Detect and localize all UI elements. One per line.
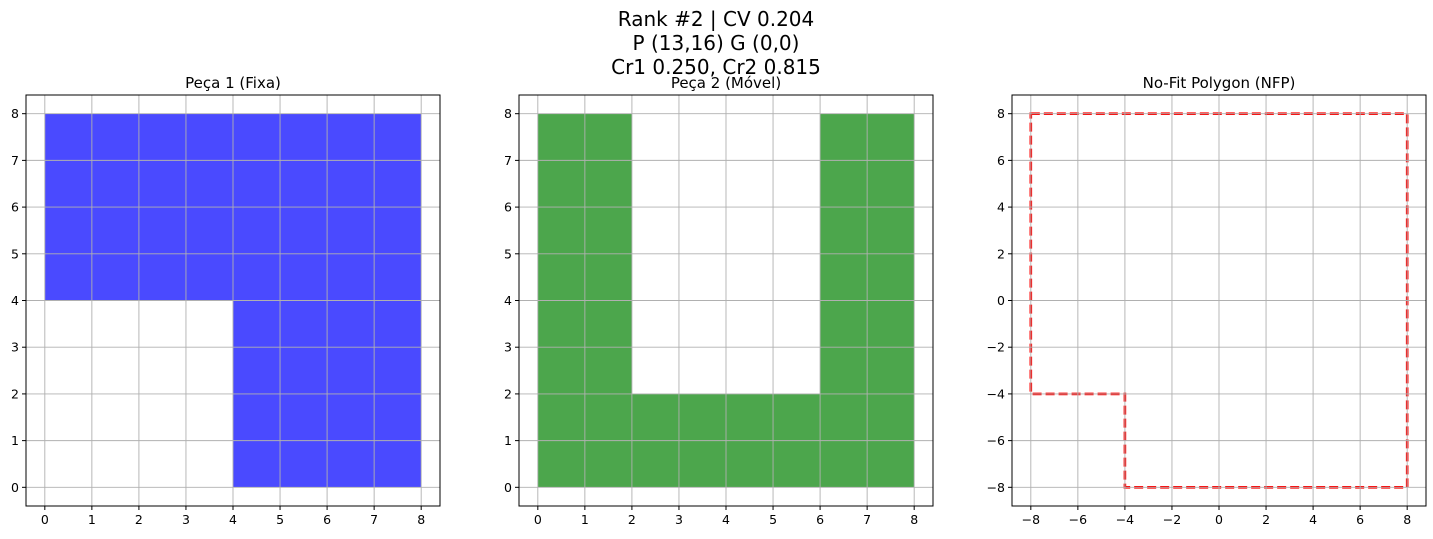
figure-suptitle-line-3: Cr1 0.250, Cr2 0.815 (611, 55, 821, 79)
piece-1-ytick-label-8: 8 (11, 106, 19, 121)
piece-2-ytick-label-5: 5 (504, 246, 512, 261)
nfp-ytick-label-8: 8 (997, 106, 1005, 121)
piece-2-xtick-label-1: 1 (581, 512, 589, 527)
subplot-piece-1: 0 1 2 3 4 5 6 7 8 0 1 2 3 4 5 6 7 8 Peça 1 (Fixa) (11, 74, 441, 527)
piece-2-xtick-label-2: 2 (628, 512, 636, 527)
piece-1-ytick-label-2: 2 (11, 386, 19, 401)
piece-2-xtick-label-5: 5 (769, 512, 777, 527)
piece-1-xtick-label-7: 7 (370, 512, 378, 527)
nfp-xtick-label-8: 8 (1403, 512, 1411, 527)
piece-1-xtick-label-4: 4 (229, 512, 237, 527)
piece-1-xtick-label-2: 2 (135, 512, 143, 527)
piece-2-ytick-label-4: 4 (504, 293, 512, 308)
piece-2-xtick-label-7: 7 (863, 512, 871, 527)
piece-1-xtick-label-6: 6 (323, 512, 331, 527)
subplot-nfp: −8 −6 −4 −2 0 2 4 6 8 −8 −6 −4 −2 0 2 4 6 8 No-Fit Polygon… (987, 74, 1427, 527)
piece-2-ytick-label-7: 7 (504, 153, 512, 168)
nfp-xtick-label--2: −2 (1163, 512, 1181, 527)
piece-2-ytick-label-8: 8 (504, 106, 512, 121)
piece-2-ytick-label-2: 2 (504, 386, 512, 401)
nfp-ytick-label-0: 0 (997, 293, 1005, 308)
piece-2-ytick-label-3: 3 (504, 340, 512, 355)
nfp-ytick-label-2: 2 (997, 246, 1005, 261)
piece-1-ytick-label-1: 1 (11, 433, 19, 448)
nfp-ytick-label-4: 4 (997, 200, 1005, 215)
piece-1-title: Peça 1 (Fixa) (185, 74, 281, 92)
piece-1-xtick-label-0: 0 (41, 512, 49, 527)
nfp-xtick-label--6: −6 (1069, 512, 1087, 527)
nfp-xtick-label--8: −8 (1022, 512, 1040, 527)
nfp-xtick-label-6: 6 (1356, 512, 1364, 527)
piece-2-xtick-label-0: 0 (534, 512, 542, 527)
piece-1-xtick-label-1: 1 (88, 512, 96, 527)
piece-2-title: Peça 2 (Móvel) (671, 74, 781, 92)
piece-2-ytick-label-6: 6 (504, 200, 512, 215)
piece-2-ytick-label-0: 0 (504, 480, 512, 495)
piece-2-xtick-label-4: 4 (722, 512, 730, 527)
nfp-ytick-label-6: 6 (997, 153, 1005, 168)
piece-1-ytick-label-3: 3 (11, 340, 19, 355)
subplot-piece-2: 0 1 2 3 4 5 6 7 8 0 1 2 3 4 5 6 7 8 Peça 2 (Móvel) (504, 74, 934, 527)
piece-2-ytick-label-1: 1 (504, 433, 512, 448)
piece-2-xtick-label-8: 8 (910, 512, 918, 527)
figure-suptitle-line-2: P (13,16) G (0,0) (633, 31, 800, 55)
piece-2-xtick-label-3: 3 (675, 512, 683, 527)
piece-1-xtick-label-8: 8 (417, 512, 425, 527)
piece-1-ytick-label-6: 6 (11, 200, 19, 215)
piece-1-xtick-label-5: 5 (276, 512, 284, 527)
nfp-ytick-label--6: −6 (987, 433, 1005, 448)
piece-1-ytick-label-4: 4 (11, 293, 19, 308)
nfp-ytick-label--2: −2 (987, 340, 1005, 355)
piece-2-xtick-label-6: 6 (816, 512, 824, 527)
nfp-xtick-label--4: −4 (1116, 512, 1134, 527)
nfp-xtick-label-0: 0 (1215, 512, 1223, 527)
figure-suptitle-line-1: Rank #2 | CV 0.204 (618, 7, 815, 31)
nfp-xtick-label-4: 4 (1309, 512, 1317, 527)
nfp-ytick-label--4: −4 (987, 386, 1005, 401)
nfp-title: No-Fit Polygon (NFP) (1143, 74, 1296, 92)
piece-1-ytick-label-7: 7 (11, 153, 19, 168)
piece-1-ytick-label-5: 5 (11, 246, 19, 261)
nfp-ytick-label--8: −8 (987, 480, 1005, 495)
nfp-xtick-label-2: 2 (1262, 512, 1270, 527)
piece-1-xtick-label-3: 3 (182, 512, 190, 527)
piece-1-ytick-label-0: 0 (11, 480, 19, 495)
